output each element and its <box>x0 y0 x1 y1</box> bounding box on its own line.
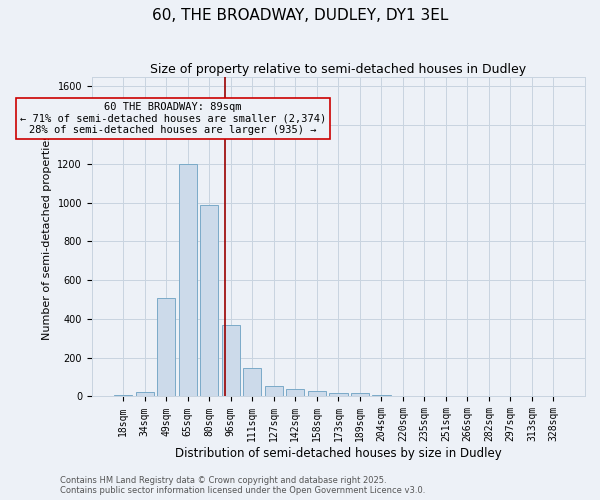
Bar <box>221 325 240 396</box>
X-axis label: Distribution of semi-detached houses by size in Dudley: Distribution of semi-detached houses by … <box>175 447 502 460</box>
Text: Contains HM Land Registry data © Crown copyright and database right 2025.
Contai: Contains HM Land Registry data © Crown c… <box>60 476 425 495</box>
Bar <box>372 394 391 396</box>
Bar <box>351 394 369 396</box>
Bar <box>136 392 154 396</box>
Bar <box>329 392 347 396</box>
Bar <box>179 164 197 396</box>
Y-axis label: Number of semi-detached properties: Number of semi-detached properties <box>42 134 52 340</box>
Bar <box>114 394 133 396</box>
Bar <box>265 386 283 396</box>
Bar <box>157 298 175 396</box>
Text: 60 THE BROADWAY: 89sqm
← 71% of semi-detached houses are smaller (2,374)
28% of : 60 THE BROADWAY: 89sqm ← 71% of semi-det… <box>20 102 326 135</box>
Bar <box>200 204 218 396</box>
Bar <box>308 391 326 396</box>
Bar <box>243 368 262 396</box>
Bar <box>286 389 304 396</box>
Title: Size of property relative to semi-detached houses in Dudley: Size of property relative to semi-detach… <box>151 62 526 76</box>
Text: 60, THE BROADWAY, DUDLEY, DY1 3EL: 60, THE BROADWAY, DUDLEY, DY1 3EL <box>152 8 448 22</box>
